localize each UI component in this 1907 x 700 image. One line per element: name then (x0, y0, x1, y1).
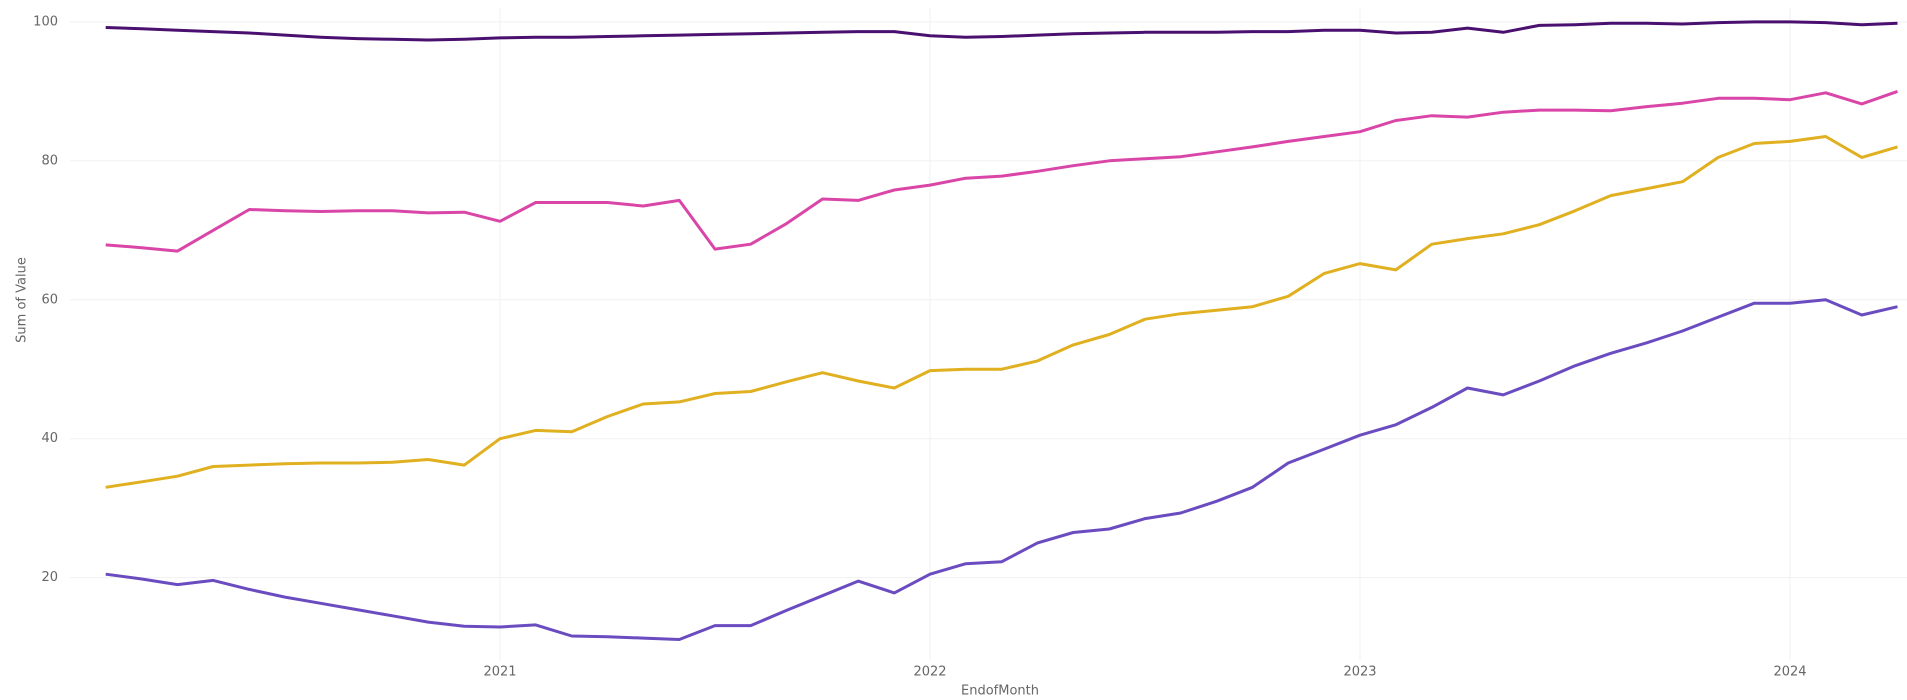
y-axis-label: Sum of Value (15, 257, 30, 343)
y-tick-label: 20 (41, 570, 58, 585)
x-tick-label: 2023 (1343, 665, 1376, 680)
series-line (105, 298, 1898, 641)
series-line (105, 135, 1898, 489)
x-tick-label: 2022 (913, 665, 946, 680)
x-tick-label: 2021 (483, 665, 516, 680)
series-line (105, 20, 1898, 42)
y-tick-label: 60 (41, 292, 58, 307)
x-axis-label: EndofMonth (961, 684, 1039, 699)
x-tick-label: 2024 (1773, 665, 1806, 680)
series-line (105, 89, 1898, 253)
y-tick-label: 100 (33, 14, 58, 29)
y-tick-label: 80 (41, 153, 58, 168)
y-tick-label: 40 (41, 431, 58, 446)
